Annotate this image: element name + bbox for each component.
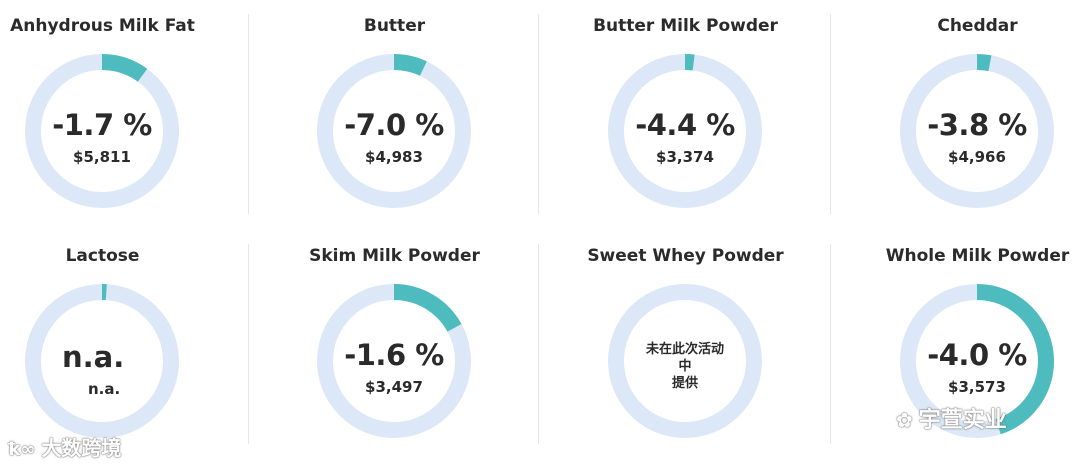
donut-fill-arc [900, 54, 1054, 208]
donut-change: -4.4 % [635, 108, 735, 142]
donut-card: Skim Milk Powder -1.6 % $3,497 [292, 230, 497, 460]
donut-ring [25, 54, 179, 208]
donut-notice: 未在此次活动中提供 [607, 340, 763, 391]
donut-change: -1.6 % [344, 338, 444, 372]
watermark-right: ✿ 宇萱实业 [896, 402, 1007, 434]
donut-fill-arc [25, 284, 179, 438]
donut-fill-arc [900, 284, 1054, 438]
donut-ring [900, 284, 1054, 438]
donut-title: Sweet Whey Powder [587, 246, 784, 266]
donut-ring [317, 284, 471, 438]
donut-ring [900, 54, 1054, 208]
donut-fill-arc [317, 284, 471, 438]
donut-notice-line: 中 [678, 358, 692, 373]
donut-notice-line: 未在此次活动 [645, 341, 724, 356]
watermark-left-icon: ꝁ∞ [8, 439, 36, 460]
donut-price: n.a. [88, 380, 121, 398]
donut-ring [608, 54, 762, 208]
column-divider [538, 244, 539, 444]
donut-card: Cheddar -3.8 % $4,966 [875, 0, 1080, 230]
donut-fill-arc [608, 54, 762, 208]
donut-change: -4.0 % [927, 338, 1027, 372]
donut-title: Lactose [65, 246, 140, 266]
donut-change: -7.0 % [344, 108, 444, 142]
column-divider [830, 244, 831, 444]
donut-title: Butter [363, 16, 426, 36]
donut-ring [25, 284, 179, 438]
donut-title: Anhydrous Milk Fat [10, 16, 195, 36]
watermark-left-text: 大数跨境 [41, 436, 122, 460]
watermark-left: ꝁ∞ 大数跨境 [8, 432, 121, 461]
wechat-icon: ✿ [896, 408, 913, 432]
donut-price: $3,374 [656, 148, 714, 166]
donut-price: $4,983 [365, 148, 423, 166]
donut-card: Sweet Whey Powder 未在此次活动中提供 [583, 230, 788, 460]
donut-change: -3.8 % [927, 108, 1027, 142]
donut-price: $4,966 [948, 148, 1006, 166]
donut-card: Lactose n.a. n.a. [0, 230, 205, 460]
donut-card: Butter -7.0 % $4,983 [292, 0, 497, 230]
donut-price: $3,573 [948, 378, 1006, 396]
donut-title: Cheddar [937, 16, 1018, 36]
donut-fill-arc [317, 54, 471, 208]
donut-title: Skim Milk Powder [309, 246, 480, 266]
watermark-right-text: 宇萱实业 [918, 408, 1007, 433]
donut-change: n.a. [62, 340, 125, 374]
column-divider [248, 14, 249, 214]
donut-fill-arc [25, 54, 179, 208]
column-divider [538, 14, 539, 214]
donut-ring [317, 54, 471, 208]
donut-notice-line: 提供 [671, 375, 698, 390]
column-divider [830, 14, 831, 214]
donut-track [608, 284, 762, 438]
donut-ring [608, 284, 762, 438]
donut-card: Butter Milk Powder -4.4 % $3,374 [583, 0, 788, 230]
donut-price: $5,811 [73, 148, 131, 166]
donut-price: $3,497 [365, 378, 423, 396]
donut-card: Whole Milk Powder -4.0 % $3,573 [875, 230, 1080, 460]
donut-change: -1.7 % [52, 108, 152, 142]
donut-title: Butter Milk Powder [593, 16, 778, 36]
column-divider [248, 244, 249, 444]
donut-card: Anhydrous Milk Fat -1.7 % $5,811 [0, 0, 205, 230]
donut-title: Whole Milk Powder [885, 246, 1070, 266]
